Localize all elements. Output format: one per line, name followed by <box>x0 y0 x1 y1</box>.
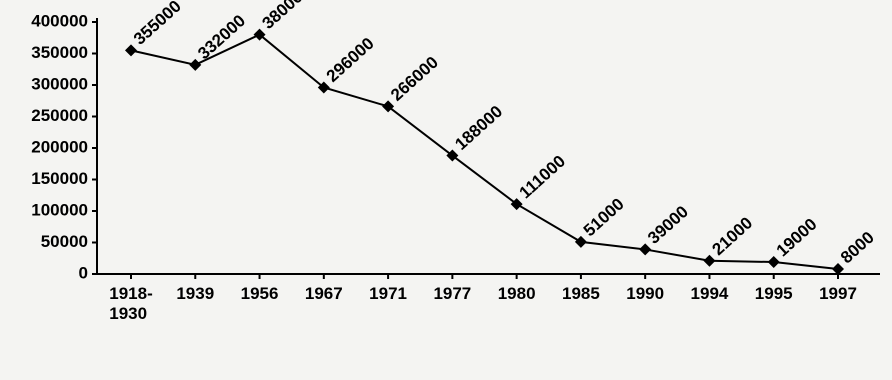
x-tick-label: 1997 <box>819 284 857 303</box>
x-tick-label: 1918- 1930 <box>109 284 153 323</box>
point <box>317 81 330 94</box>
y-tick-label: 150000 <box>31 169 88 188</box>
data-label: 188000 <box>451 102 506 154</box>
data-label: 51000 <box>580 194 628 240</box>
point <box>574 235 587 248</box>
y-tick-label: 350000 <box>31 43 88 62</box>
x-tick-label: 1967 <box>304 284 343 303</box>
point <box>382 100 395 113</box>
data-label: 296000 <box>323 34 378 86</box>
data-label: 266000 <box>387 53 442 105</box>
x-tick-label: 1995 <box>754 284 793 303</box>
x-tick-label: 1977 <box>433 284 472 303</box>
data-label: 355000 <box>130 0 185 49</box>
line <box>130 33 839 270</box>
point <box>639 243 652 256</box>
point <box>767 256 780 269</box>
point <box>703 254 716 267</box>
data-label: 39000 <box>644 202 692 248</box>
x-tick-label: 1980 <box>497 284 536 303</box>
x-tick-label: 1939 <box>176 284 215 303</box>
point <box>832 262 844 275</box>
data-label: 21000 <box>708 213 756 259</box>
point <box>189 58 202 71</box>
y-tick-label: 0 <box>79 263 88 282</box>
x-tick-label: 1985 <box>561 284 600 303</box>
x-tick-label: 1971 <box>369 284 407 303</box>
y-tick-label: 300000 <box>31 74 88 93</box>
y-tick-label: 400000 <box>31 11 88 30</box>
data-label: 380000 <box>259 0 314 33</box>
data-label: 332000 <box>194 11 249 63</box>
x-tick-label: 1990 <box>626 284 665 303</box>
point <box>253 28 266 41</box>
y-tick-label: 250000 <box>31 106 88 125</box>
y-tick-label: 200000 <box>31 137 88 156</box>
point <box>446 149 459 162</box>
data-label: 8000 <box>837 228 878 267</box>
x-tick-label: 1994 <box>690 284 729 303</box>
point <box>510 198 523 211</box>
y-tick-label: 100000 <box>31 200 88 219</box>
data-label: 111000 <box>516 152 569 203</box>
x-tick-label: 1956 <box>240 284 279 303</box>
point <box>125 44 137 57</box>
data-label: 19000 <box>773 215 821 261</box>
y-tick-label: 50000 <box>41 232 88 251</box>
